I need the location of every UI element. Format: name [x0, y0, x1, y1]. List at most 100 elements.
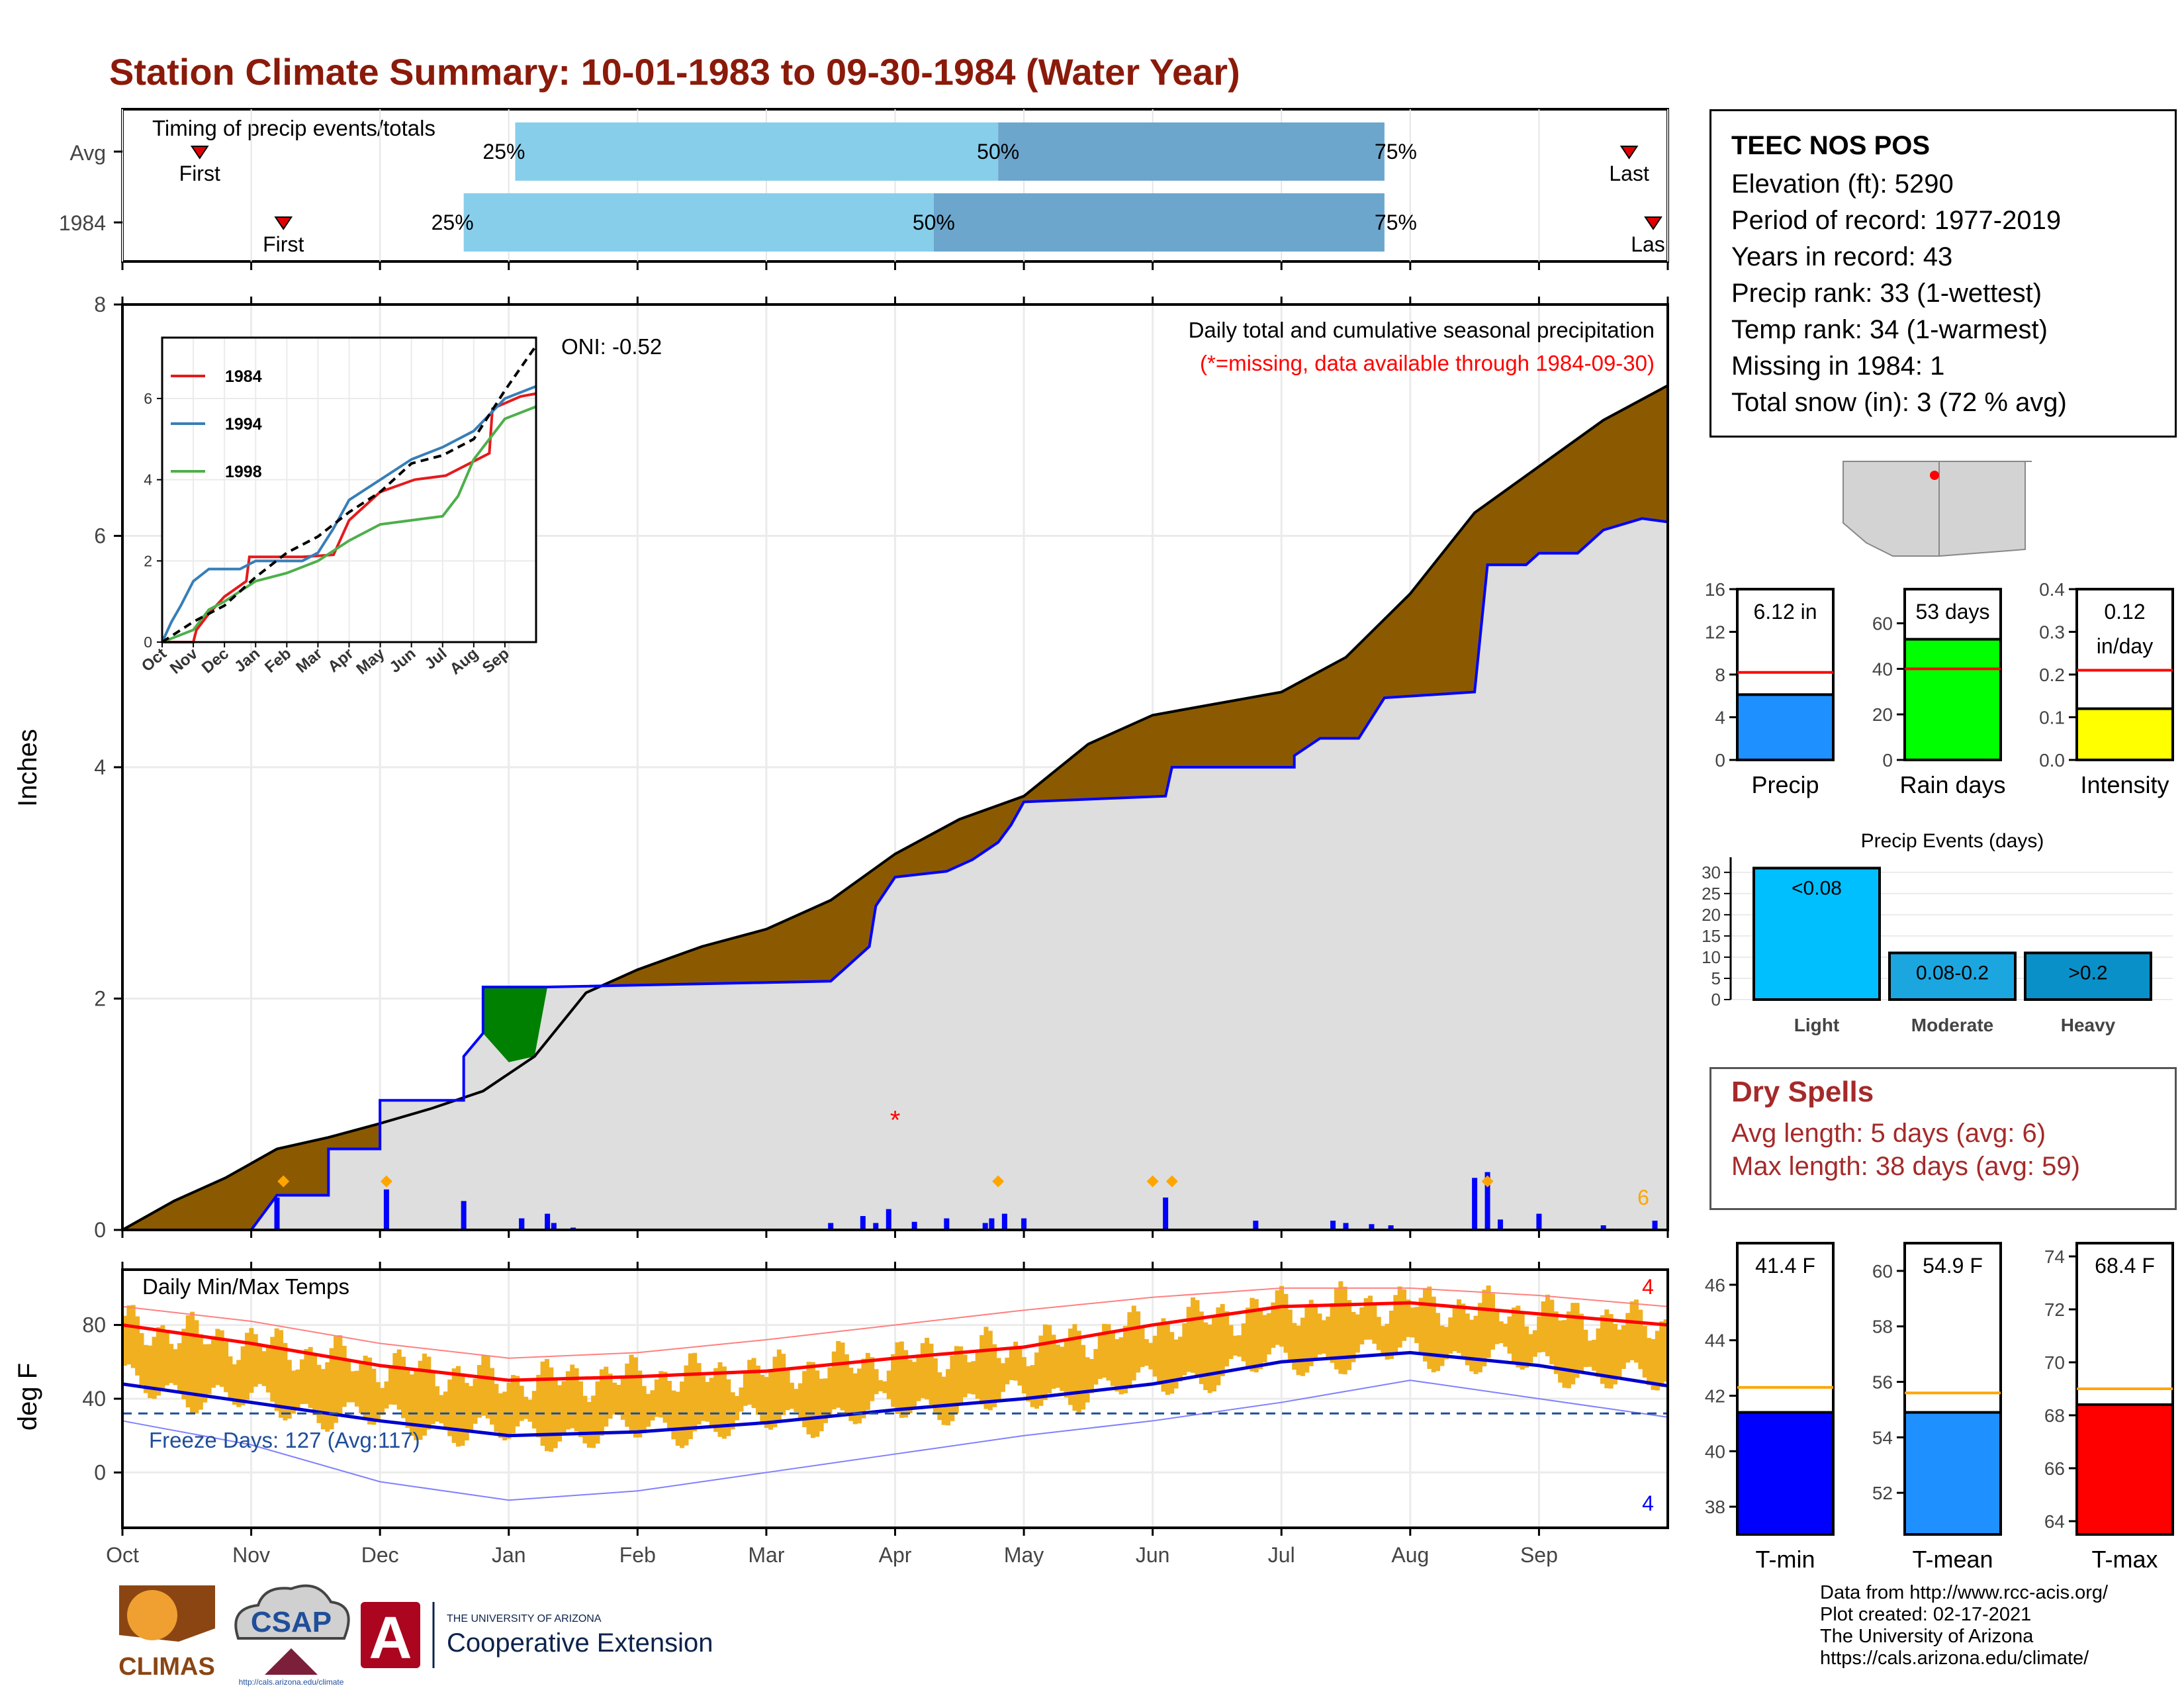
avg-min-temp-line	[122, 1350, 1668, 1438]
summary-category-label-tmin: T-min	[1756, 1546, 1815, 1573]
daily-temp-bar	[794, 1389, 799, 1413]
daily-temp-bar	[1026, 1366, 1031, 1402]
daily-temp-bar	[270, 1336, 275, 1402]
daily-temp-bar	[1368, 1295, 1373, 1340]
daily-temp-bar	[920, 1343, 925, 1399]
daily-temp-bar	[291, 1370, 296, 1414]
daily-temp-bar	[684, 1365, 689, 1446]
daily-temp-bar	[1283, 1293, 1289, 1353]
daily-temp-bar	[713, 1368, 719, 1432]
summary-y-tick-label: 0	[1715, 750, 1725, 771]
daily-temp-bar	[544, 1359, 549, 1452]
summary-y-tick-label: 54	[1872, 1427, 1893, 1448]
daily-temp-bar	[1592, 1339, 1597, 1371]
month-tick-label: Sep	[1520, 1543, 1558, 1567]
daily-precip-bar	[1369, 1224, 1375, 1230]
daily-precip-bar	[1021, 1218, 1027, 1230]
inset-legend-label: 1994	[225, 415, 262, 434]
daily-precip-bar	[461, 1201, 467, 1230]
daily-temp-bar	[1549, 1299, 1555, 1364]
daily-temp-bar	[1338, 1281, 1343, 1374]
daily-temp-bar	[320, 1369, 326, 1430]
dry-spells-max: Max length: 38 days (avg: 59)	[1731, 1152, 2080, 1181]
daily-precip-bar	[873, 1223, 879, 1230]
daily-temp-bar	[1216, 1307, 1221, 1385]
daily-temp-bar	[333, 1336, 338, 1423]
daily-temp-bar	[646, 1393, 651, 1427]
daily-temp-bar	[1385, 1323, 1390, 1360]
daily-temp-bar	[477, 1365, 482, 1418]
avg-cumulative-line	[122, 384, 1668, 1231]
daily-temp-bar	[371, 1368, 377, 1425]
daily-temp-bar	[650, 1390, 655, 1421]
daily-temp-bar	[1494, 1309, 1500, 1344]
daily-temp-bar	[1097, 1334, 1103, 1380]
snow-event-marker	[992, 1175, 1005, 1188]
daily-temp-bar	[1473, 1315, 1479, 1374]
daily-temp-bar	[844, 1354, 849, 1416]
summary-bar-intensity	[2075, 707, 2174, 761]
daily-temp-bar	[946, 1369, 951, 1426]
summary-category-label-tmean: T-mean	[1912, 1546, 1993, 1573]
month-tick-label: Mar	[748, 1543, 784, 1567]
daily-temp-bar	[1292, 1323, 1297, 1370]
summary-value-label-precip: 6.12 in	[1753, 600, 1817, 624]
daily-precip-bar	[911, 1221, 917, 1230]
daily-precip-bar	[1001, 1213, 1007, 1230]
summary-y-tick-label: 72	[2044, 1299, 2065, 1320]
daily-temp-bar	[823, 1378, 829, 1423]
summary-value-label-rain-days: 53 days	[1915, 600, 1989, 624]
daily-temp-bar	[1207, 1325, 1212, 1393]
new-mexico-shape	[1938, 461, 2026, 557]
daily-temp-bar	[203, 1344, 208, 1403]
station-missing: Missing in 1984: 1	[1731, 352, 1945, 381]
daily-temp-bar	[907, 1360, 913, 1414]
summary-bar-tmin	[1736, 1411, 1835, 1536]
summary-y-tick-label: 8	[1715, 665, 1725, 685]
summary-y-tick-label: 46	[1705, 1275, 1725, 1295]
daily-temp-bar	[815, 1370, 820, 1437]
precip-y-tick-label: 6	[94, 524, 106, 548]
daily-temp-bar	[219, 1330, 224, 1387]
daily-temp-bar	[1372, 1303, 1377, 1344]
footer-line-source: Data from http://www.rcc-acis.org/	[1820, 1582, 2109, 1603]
daily-temp-bar	[1140, 1325, 1145, 1368]
daily-temp-bar	[139, 1333, 144, 1385]
timing-percent-label: 50%	[913, 211, 955, 234]
daily-temp-bar	[1118, 1337, 1124, 1395]
daily-temp-bar	[1541, 1301, 1546, 1352]
precip-y-tick-label: 8	[94, 293, 106, 316]
daily-temp-bar	[1507, 1316, 1512, 1354]
daily-temp-bar	[447, 1380, 453, 1436]
daily-temp-bar	[1465, 1313, 1470, 1366]
daily-temp-bar	[1131, 1305, 1136, 1381]
month-tick-label: Aug	[1391, 1543, 1429, 1567]
daily-temp-bar	[1406, 1299, 1411, 1337]
daily-temp-bar	[1477, 1303, 1482, 1373]
daily-temp-bar	[215, 1329, 220, 1385]
daily-temp-bar	[498, 1393, 503, 1438]
daily-temp-bar	[1005, 1357, 1010, 1385]
daily-temp-bar	[422, 1353, 427, 1436]
daily-temp-bar	[688, 1353, 693, 1440]
daily-temp-bar	[1308, 1299, 1314, 1366]
daily-temp-bar	[1246, 1307, 1251, 1368]
daily-temp-bar	[531, 1391, 537, 1429]
daily-temp-bar	[299, 1359, 304, 1405]
daily-temp-bar	[827, 1367, 833, 1415]
daily-temp-bar	[185, 1315, 191, 1408]
climas-logo: CLIMAS	[118, 1585, 215, 1681]
missing-data-marker: *	[890, 1105, 901, 1135]
summary-temp-panels: 38 40 42 44 46 41.4 F T-min 52 54 56 58 60 54.9 F T-m…	[1705, 1242, 2174, 1573]
timing-percent-label: 25%	[482, 140, 525, 164]
summary-value-label-tmax: 68.4 F	[2095, 1254, 2155, 1278]
daily-temp-bar	[912, 1362, 917, 1407]
events-bar-light	[1752, 867, 1881, 1001]
daily-temp-bar	[1186, 1307, 1191, 1372]
daily-temp-bar	[1655, 1331, 1660, 1391]
daily-temp-bar	[485, 1356, 490, 1419]
daily-temp-bar	[1136, 1311, 1141, 1373]
daily-temp-bar	[1224, 1311, 1230, 1367]
daily-temp-bar	[1115, 1338, 1120, 1391]
daily-temp-bar	[130, 1305, 136, 1368]
